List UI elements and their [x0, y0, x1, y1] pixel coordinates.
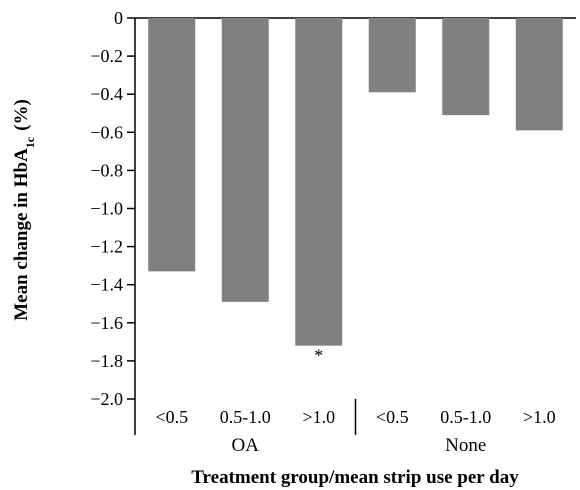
x-axis-title: Treatment group/mean strip use per day [191, 467, 519, 488]
x-group-label: None [445, 435, 486, 456]
x-category-label: 0.5-1.0 [440, 407, 491, 427]
bar-oa-1 [221, 18, 269, 302]
y-tick-label: −1.2 [90, 237, 123, 257]
y-tick-label: −1.4 [90, 275, 123, 295]
y-axis: 0 −0.2 −0.4 −0.6 −0.8 −1.0 −1.2 −1.4 −1.6 −1.8 −2.… [90, 8, 576, 409]
y-tick-label: −1.8 [90, 351, 123, 371]
y-axis-title-main: Mean change in HbA [11, 148, 32, 321]
y-tick-label: −1.6 [90, 313, 123, 333]
x-category-label: 0.5-1.0 [220, 407, 271, 427]
bar-none-2 [515, 18, 563, 131]
x-group-label: OA [232, 435, 260, 456]
y-axis-title-subscript: 1c [23, 136, 37, 148]
bar-oa-0 [148, 18, 196, 272]
y-tick-label: −1.0 [90, 199, 123, 219]
x-axis: <0.5 0.5-1.0 >1.0 OA <0.5 0.5-1.0 >1.0 None [134, 399, 556, 456]
bars: * [148, 18, 563, 366]
bar-oa-2 [295, 18, 343, 346]
y-tick-label: −0.4 [90, 84, 123, 104]
y-tick-label: −0.8 [90, 160, 123, 180]
y-tick-label: 0 [114, 8, 123, 28]
bar-none-1 [442, 18, 490, 116]
x-category-label: >1.0 [302, 407, 335, 427]
y-axis-title: Mean change in HbA1c (%) [11, 99, 37, 321]
y-tick-label: −0.2 [90, 46, 123, 66]
x-category-label: <0.5 [155, 407, 188, 427]
bar-none-0 [368, 18, 416, 93]
y-tick-label: −0.6 [90, 122, 123, 142]
significance-marker: * [314, 346, 323, 366]
x-category-label: >1.0 [523, 407, 556, 427]
x-category-label: <0.5 [376, 407, 409, 427]
y-axis-title-unit: (%) [11, 99, 32, 131]
y-tick-label: −2.0 [90, 389, 123, 409]
